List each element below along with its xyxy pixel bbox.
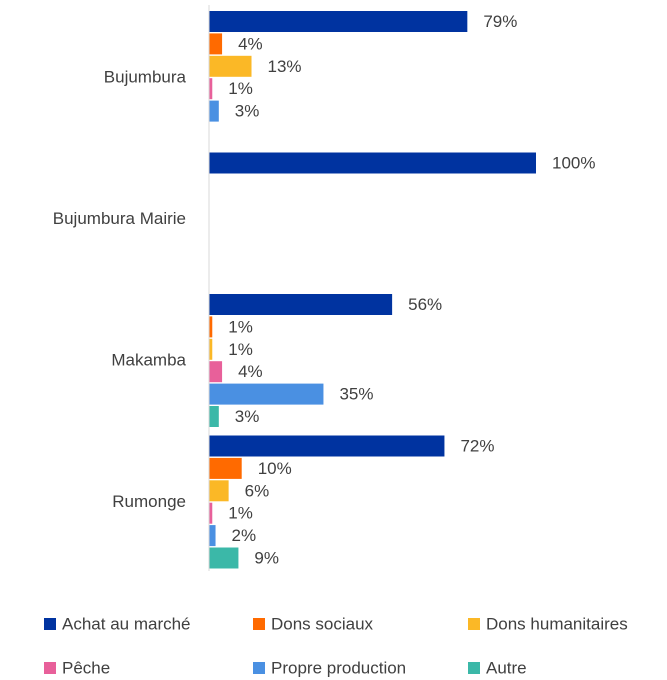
data-label: 3% [235,407,260,426]
legend-swatch [253,618,265,630]
legend-label: Achat au marché [62,614,191,633]
bar [209,502,213,524]
bar [209,547,239,569]
legend-label: Dons sociaux [271,614,374,633]
data-label: 2% [232,526,257,545]
bar [209,525,216,547]
category-label: Bujumbura Mairie [53,209,186,228]
data-label: 6% [245,481,270,500]
data-label: 1% [228,79,253,98]
legend-swatch [468,618,480,630]
legend-label: Pêche [62,658,110,677]
bar [209,11,468,32]
legend-label: Propre production [271,658,406,677]
legend-label: Dons humanitaires [486,614,628,633]
bar [209,480,229,502]
bar [209,435,445,457]
data-label: 1% [228,504,253,523]
data-label: 13% [268,57,302,76]
bar [209,55,252,77]
bar [209,361,223,383]
category-label: Bujumbura [104,68,187,87]
bar [209,294,393,315]
data-label: 10% [258,459,292,478]
data-label: 9% [254,548,279,567]
legend-label: Autre [486,658,527,677]
data-label: 79% [483,12,517,31]
data-label: 1% [228,317,253,336]
data-label: 4% [238,34,263,53]
category-label: Makamba [111,351,186,370]
bar [209,78,213,100]
bar [209,33,223,55]
bar [209,406,219,427]
bar [209,152,536,174]
data-label: 56% [408,295,442,314]
bar [209,383,324,405]
bar [209,316,213,338]
legend-swatch [468,662,480,674]
data-label: 35% [339,385,373,404]
data-label: 100% [552,153,595,172]
bar [209,100,219,122]
legend-swatch [253,662,265,674]
bar [209,457,242,479]
data-label: 72% [460,436,494,455]
bar [209,338,213,360]
legend-swatch [44,662,56,674]
data-label: 4% [238,362,263,381]
data-label: 3% [235,102,260,121]
category-label: Rumonge [112,492,186,511]
data-label: 1% [228,340,253,359]
legend-swatch [44,618,56,630]
